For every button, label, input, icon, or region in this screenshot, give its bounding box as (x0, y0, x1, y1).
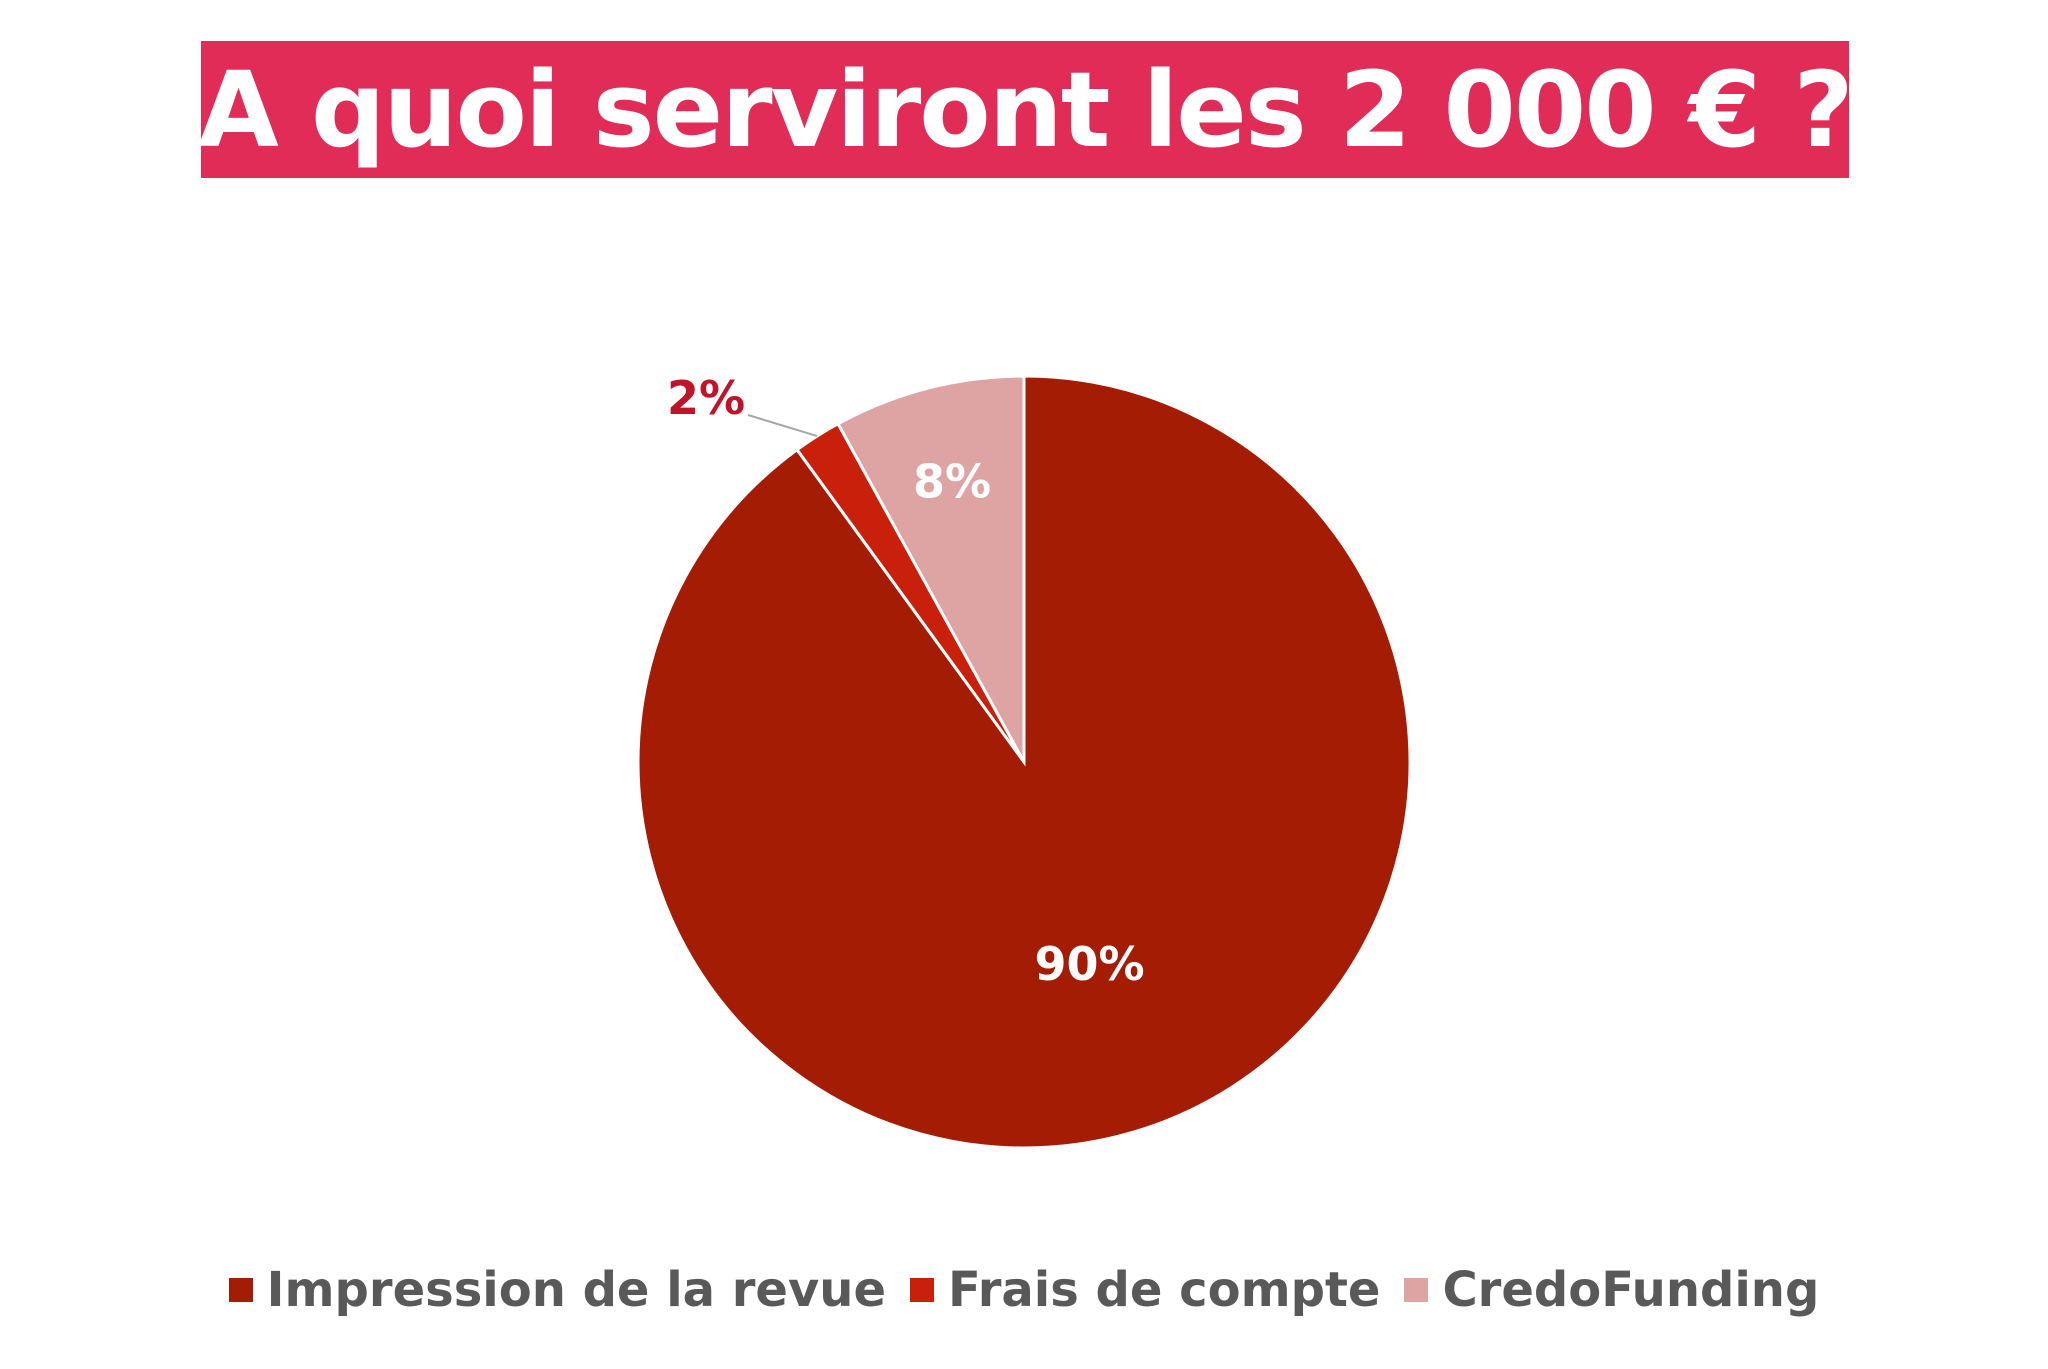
legend-swatch (1404, 1278, 1429, 1302)
data-label-impression-de-la-revue: 90% (1035, 937, 1145, 991)
title-banner: A quoi serviront les 2 000 € ? (198, 41, 1854, 178)
data-labels: 90% 2% 8% (667, 371, 1145, 991)
legend-swatch (910, 1278, 934, 1302)
legend-item-frais-de-compte: Frais de compte (910, 1262, 1380, 1318)
legend-item-credofunding: CredoFunding (1404, 1262, 1819, 1318)
legend: Impression de la revue Frais de compte Cre… (0, 1262, 2048, 1318)
legend-swatch (228, 1278, 253, 1302)
legend-label: Frais de compte (948, 1262, 1381, 1318)
legend-label: CredoFunding (1442, 1262, 1820, 1318)
leader-line-frais-de-compte (747, 414, 818, 438)
page-title: A quoi serviront les 2 000 € ? (198, 48, 1853, 171)
legend-item-impression-de-la-revue: Impression de la revue (228, 1262, 886, 1318)
legend-label: Impression de la revue (266, 1262, 886, 1318)
data-label-credofunding: 8% (913, 455, 991, 509)
data-label-frais-de-compte: 2% (667, 371, 745, 425)
leader-lines (747, 414, 818, 438)
pie-slice-credofunding (836, 374, 1026, 763)
pie-slices (636, 374, 1412, 1150)
